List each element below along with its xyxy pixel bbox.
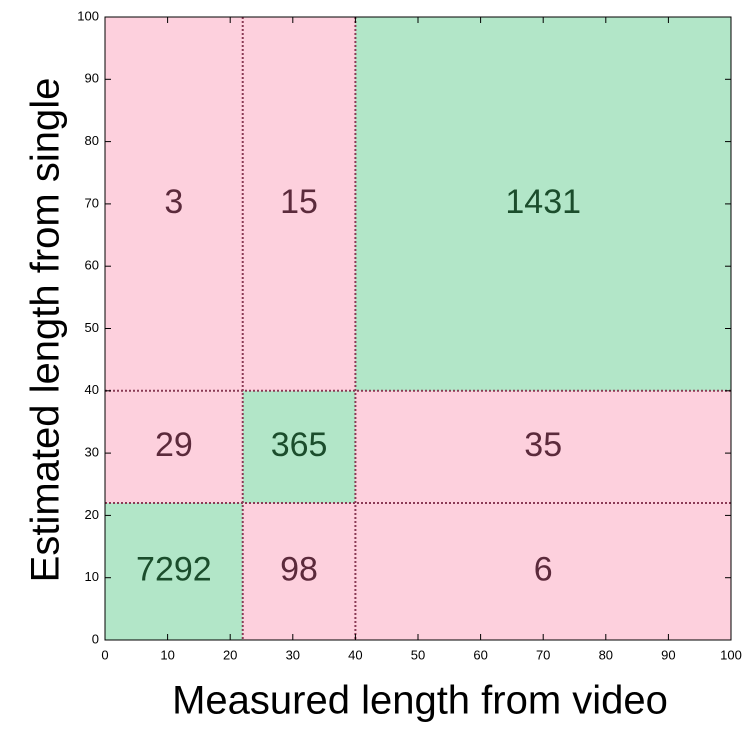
cell-label: 29 (155, 426, 193, 464)
x-tick-label: 80 (599, 647, 613, 662)
y-tick-label: 40 (85, 382, 99, 397)
cell (355, 502, 731, 640)
x-tick-label: 20 (223, 647, 237, 662)
cell-label: 15 (280, 183, 318, 221)
y-tick-label: 10 (85, 569, 99, 584)
y-tick-label: 70 (85, 195, 99, 210)
cell (105, 502, 243, 640)
cell-label: 7292 (136, 550, 212, 588)
cell (242, 502, 356, 640)
y-tick-label: 20 (85, 507, 99, 522)
x-tick-label: 50 (411, 647, 425, 662)
cell-label: 365 (271, 426, 328, 464)
cell (105, 390, 243, 503)
x-tick-label: 90 (661, 647, 675, 662)
x-tick-label: 30 (286, 647, 300, 662)
x-tick-label: 10 (160, 647, 174, 662)
cell-label: 98 (280, 550, 318, 588)
x-tick-label: 100 (720, 647, 742, 662)
x-tick-label: 40 (348, 647, 362, 662)
x-axis-title: Measured length from video (172, 679, 668, 723)
y-tick-label: 30 (85, 445, 99, 460)
cell (242, 17, 356, 391)
y-tick-label: 0 (92, 631, 99, 646)
cell (242, 390, 356, 503)
cell-label: 35 (524, 426, 562, 464)
cell (105, 17, 243, 391)
y-tick-label: 50 (85, 320, 99, 335)
y-axis-title: Estimated length from single (24, 78, 68, 583)
x-tick-label: 70 (536, 647, 550, 662)
y-tick-label: 100 (77, 8, 99, 23)
y-tick-label: 90 (85, 71, 99, 86)
x-tick-label: 60 (473, 647, 487, 662)
y-tick-label: 60 (85, 258, 99, 273)
cell-label: 3 (164, 183, 183, 221)
cell (355, 390, 731, 503)
cell-label: 6 (534, 550, 553, 588)
x-tick-label: 0 (101, 647, 108, 662)
cell (355, 17, 731, 391)
y-tick-label: 80 (85, 133, 99, 148)
cell-label: 1431 (505, 183, 581, 221)
